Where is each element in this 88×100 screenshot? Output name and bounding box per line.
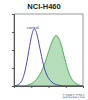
x-tick-mark bbox=[66, 86, 67, 88]
y-tick-mark bbox=[12, 14, 14, 15]
x-axis bbox=[15, 86, 84, 88]
x-tick-mark bbox=[49, 86, 50, 88]
marks bbox=[14, 29, 83, 86]
y-tick-mark bbox=[12, 32, 14, 33]
title: NCI-H460 bbox=[27, 2, 60, 11]
y-tick bbox=[12, 14, 14, 15]
x-tick-mark bbox=[31, 86, 32, 88]
x-tick bbox=[66, 86, 67, 88]
y-tick bbox=[12, 68, 14, 69]
plot: control bbox=[12, 14, 84, 88]
y-tick-mark bbox=[12, 68, 14, 69]
chart: NCI-H460 control 126512761 bbox=[0, 0, 88, 100]
x-tick bbox=[49, 86, 50, 88]
y-axis bbox=[12, 15, 15, 87]
y-tick bbox=[12, 32, 14, 33]
y-tick bbox=[12, 50, 14, 51]
plot-frame bbox=[14, 14, 83, 86]
x-tick-mark bbox=[83, 86, 84, 88]
y-tick bbox=[12, 86, 14, 87]
x-axis-line bbox=[15, 87, 84, 89]
histogram-line bbox=[14, 29, 83, 86]
y-tick-mark bbox=[12, 50, 14, 51]
y-axis-line bbox=[12, 15, 15, 87]
caption: 126512761 bbox=[62, 94, 85, 99]
y-tick-mark bbox=[12, 86, 14, 87]
x-tick bbox=[31, 86, 32, 88]
series-label: control bbox=[27, 25, 39, 30]
x-tick bbox=[83, 86, 84, 88]
